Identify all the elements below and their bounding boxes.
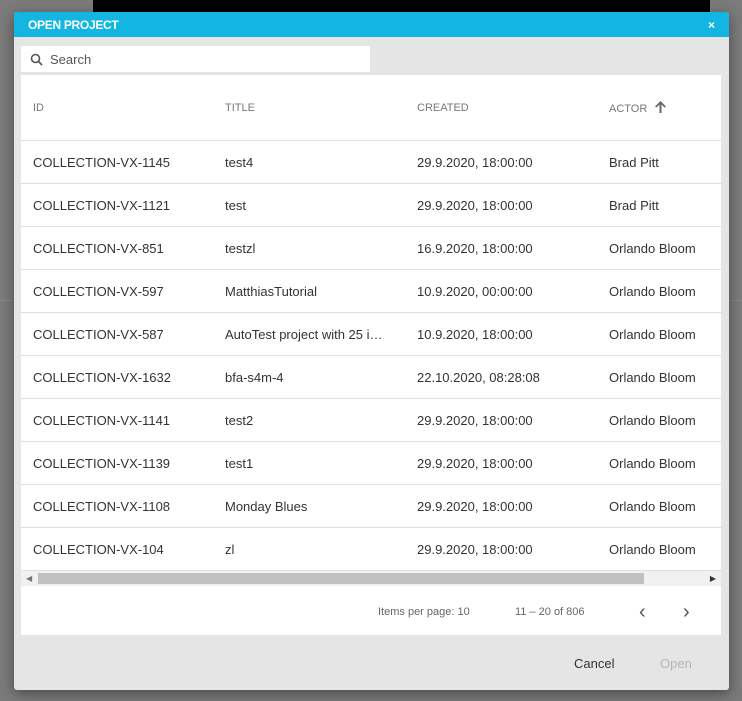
- column-header-actor-label: ACTOR: [609, 102, 648, 115]
- cell-created: 22.10.2020, 08:28:08: [417, 369, 540, 385]
- cell-created: 29.9.2020, 18:00:00: [417, 541, 533, 557]
- table-row[interactable]: COLLECTION-VX-1632 bfa-s4m-4 22.10.2020, 0…: [21, 356, 721, 399]
- column-header-id[interactable]: ID: [33, 101, 44, 114]
- table-row[interactable]: COLLECTION-VX-1108 Monday Blues 29.9.2020,…: [21, 485, 721, 528]
- column-header-title[interactable]: TITLE: [225, 101, 255, 114]
- search-box: [21, 46, 370, 72]
- table-row[interactable]: COLLECTION-VX-587 AutoTest project with 2…: [21, 313, 721, 356]
- cell-created: 10.9.2020, 00:00:00: [417, 283, 533, 299]
- cell-title: testzl: [225, 240, 256, 256]
- search-icon: [30, 53, 43, 66]
- cell-created: 10.9.2020, 18:00:00: [417, 326, 533, 342]
- cell-created: 29.9.2020, 18:00:00: [417, 154, 533, 170]
- cell-title: bfa-s4m-4: [225, 369, 284, 385]
- cell-actor: Orlando Bloom: [609, 541, 696, 557]
- background-video-area: [93, 0, 710, 14]
- column-header-created[interactable]: CREATED: [417, 101, 469, 114]
- table-row[interactable]: COLLECTION-VX-104 zl 29.9.2020, 18:00:00 Or…: [21, 528, 721, 571]
- table-row[interactable]: COLLECTION-VX-851 testzl 16.9.2020, 18:00:…: [21, 227, 721, 270]
- chevron-left-icon[interactable]: ‹: [639, 601, 646, 623]
- arrow-up-icon: [655, 100, 667, 113]
- cell-created: 29.9.2020, 18:00:00: [417, 197, 533, 213]
- cell-created: 29.9.2020, 18:00:00: [417, 412, 533, 428]
- cell-actor: Orlando Bloom: [609, 240, 696, 256]
- dialog-title: OPEN PROJECT: [28, 17, 119, 32]
- cell-title: zl: [225, 541, 235, 557]
- cell-title: AutoTest project with 25 items: [225, 326, 398, 342]
- table-row[interactable]: COLLECTION-VX-1139 test1 29.9.2020, 18:00:…: [21, 442, 721, 485]
- table-row[interactable]: COLLECTION-VX-1141 test2 29.9.2020, 18:00:…: [21, 399, 721, 442]
- dialog-titlebar: OPEN PROJECT ×: [14, 12, 729, 37]
- table-row[interactable]: COLLECTION-VX-1145 test4 29.9.2020, 18:00:…: [21, 141, 721, 184]
- projects-table: ID TITLE CREATED ACTOR COLLECTION-VX-114…: [21, 75, 721, 635]
- cell-id: COLLECTION-VX-1139: [33, 455, 171, 471]
- cell-id: COLLECTION-VX-1121: [33, 197, 171, 213]
- cell-actor: Orlando Bloom: [609, 326, 696, 342]
- scrollbar-thumb[interactable]: [38, 573, 644, 584]
- cell-id: COLLECTION-VX-1108: [33, 498, 171, 514]
- cell-actor: Orlando Bloom: [609, 498, 696, 514]
- cell-title: test1: [225, 455, 254, 471]
- cell-title: test4: [225, 154, 254, 170]
- cell-created: 16.9.2020, 18:00:00: [417, 240, 533, 256]
- cell-title: MatthiasTutorial: [225, 283, 317, 299]
- cell-actor: Orlando Bloom: [609, 369, 696, 385]
- scroll-right-icon[interactable]: ▶: [709, 574, 716, 583]
- cell-id: COLLECTION-VX-1632: [33, 369, 171, 385]
- horizontal-scrollbar[interactable]: ◀ ▶: [21, 571, 721, 586]
- cell-title: Monday Blues: [225, 498, 308, 514]
- cell-title: test: [225, 197, 246, 213]
- cell-actor: Orlando Bloom: [609, 455, 696, 471]
- table-row[interactable]: COLLECTION-VX-1121 test 29.9.2020, 18:00:0…: [21, 184, 721, 227]
- column-header-actor[interactable]: ACTOR: [597, 100, 721, 115]
- cell-id: COLLECTION-VX-104: [33, 541, 164, 557]
- cell-actor: Orlando Bloom: [609, 283, 696, 299]
- items-per-page-value[interactable]: 10: [457, 606, 470, 618]
- paginator: Items per page: 10 11 – 20 of 806 ‹ ›: [21, 595, 721, 635]
- items-per-page[interactable]: Items per page: 10: [378, 606, 470, 618]
- cell-created: 29.9.2020, 18:00:00: [417, 498, 533, 514]
- search-input[interactable]: [50, 51, 330, 67]
- table-row[interactable]: COLLECTION-VX-597 MatthiasTutorial 10.9.20…: [21, 270, 721, 313]
- cell-id: COLLECTION-VX-597: [33, 283, 164, 299]
- cell-actor: Brad Pitt: [609, 154, 659, 170]
- table-header: ID TITLE CREATED ACTOR: [21, 75, 721, 141]
- open-project-dialog: OPEN PROJECT × ID TITLE CREATED ACTOR CO…: [14, 12, 729, 690]
- cell-id: COLLECTION-VX-851: [33, 240, 164, 256]
- cell-id: COLLECTION-VX-1141: [33, 412, 171, 428]
- cell-id: COLLECTION-VX-587: [33, 326, 164, 342]
- chevron-right-icon[interactable]: ›: [683, 601, 690, 623]
- page-range: 11 – 20 of 806: [515, 606, 585, 618]
- cell-id: COLLECTION-VX-1145: [33, 154, 171, 170]
- items-per-page-label: Items per page:: [378, 606, 455, 618]
- close-icon[interactable]: ×: [707, 17, 715, 32]
- open-button[interactable]: Open: [660, 656, 692, 671]
- cancel-button[interactable]: Cancel: [574, 656, 615, 671]
- cell-actor: Orlando Bloom: [609, 412, 696, 428]
- cell-actor: Brad Pitt: [609, 197, 659, 213]
- scroll-left-icon[interactable]: ◀: [26, 574, 33, 583]
- cell-title: test2: [225, 412, 254, 428]
- cell-created: 29.9.2020, 18:00:00: [417, 455, 533, 471]
